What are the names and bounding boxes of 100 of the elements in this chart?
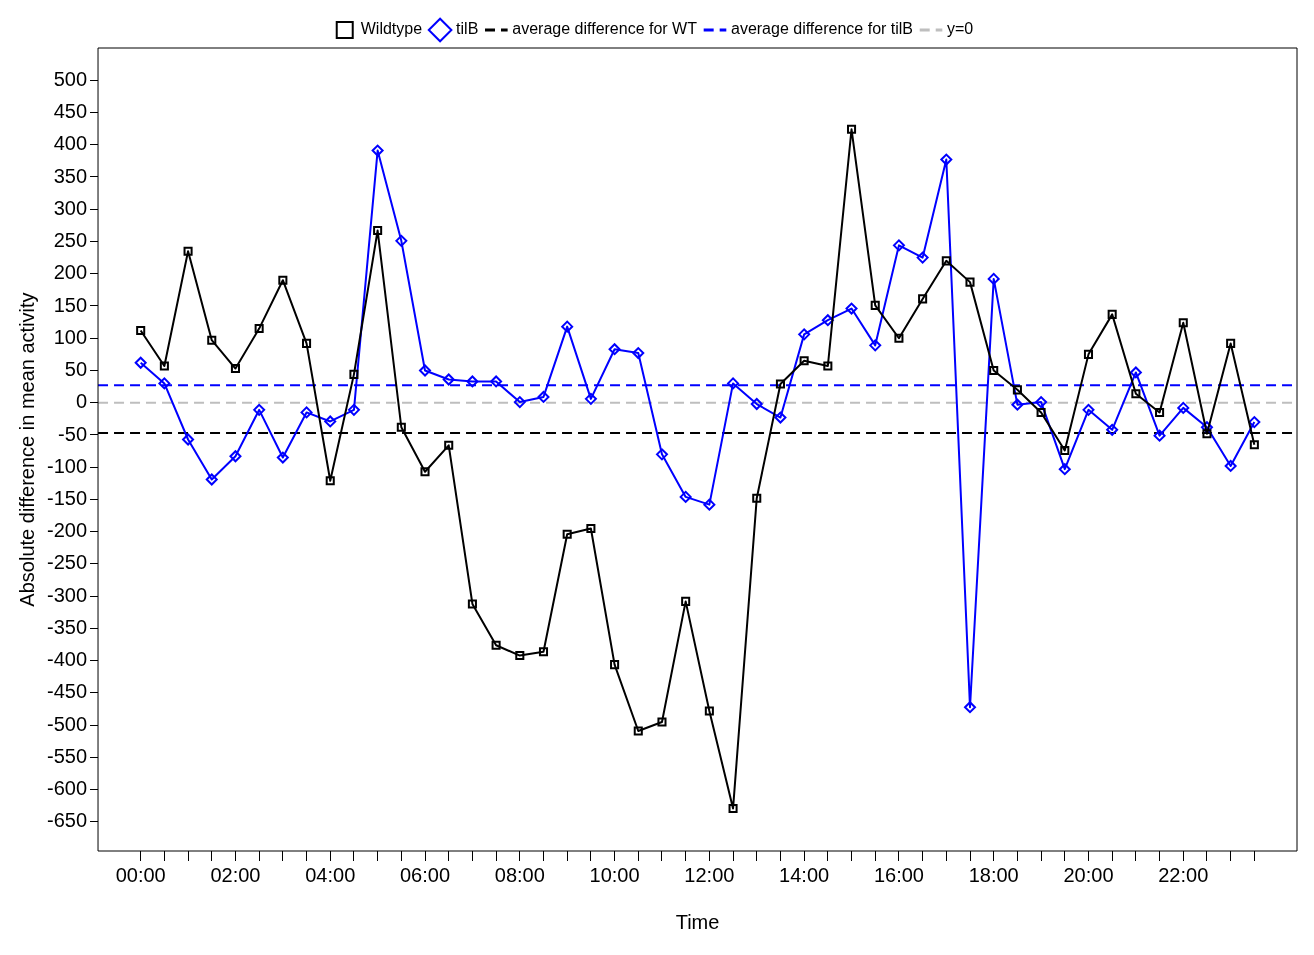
point [302, 338, 312, 348]
point [1106, 423, 1119, 436]
point [442, 373, 455, 386]
point [300, 406, 313, 419]
y-axis-title: Absolute difference in mean activity [15, 292, 38, 607]
point [1153, 429, 1166, 442]
point [681, 596, 691, 606]
point [396, 422, 406, 432]
y-tick-label: -250 [47, 551, 88, 574]
point [134, 356, 147, 369]
y-tick-label: -100 [47, 454, 88, 477]
legend-label: y=0 [947, 20, 974, 38]
x-tick-label: 20:00 [1063, 863, 1114, 886]
y-tick-label: 0 [75, 390, 88, 413]
y-tick-label: -650 [47, 809, 88, 832]
y-tick-label: -300 [47, 583, 88, 606]
x-tick-label: 16:00 [873, 863, 924, 886]
point [1248, 416, 1261, 429]
point [136, 325, 146, 336]
x-tick-label: 00:00 [115, 863, 166, 886]
point [679, 490, 692, 503]
point [230, 364, 240, 374]
point [610, 660, 620, 670]
point [941, 256, 951, 266]
point [989, 365, 999, 376]
x-axis-title: Time [675, 910, 720, 933]
x-tick-label: 22:00 [1158, 863, 1209, 886]
point [584, 392, 597, 405]
point [1202, 429, 1212, 439]
point [207, 335, 217, 345]
point [916, 251, 929, 264]
y-tick-label: -150 [47, 487, 88, 509]
legend-label: Wildtype [360, 20, 423, 38]
y-tick-label: -450 [47, 680, 88, 703]
point [490, 375, 503, 388]
point [395, 234, 408, 247]
point [704, 706, 714, 716]
point [466, 375, 479, 388]
point [1155, 407, 1165, 417]
point [774, 411, 787, 424]
point [918, 294, 928, 304]
y-tick-label: 100 [53, 325, 88, 348]
x-tick-label: 10:00 [589, 863, 640, 886]
point [420, 467, 430, 477]
point [703, 498, 716, 511]
point [1131, 389, 1141, 399]
y-tick-label: 400 [53, 132, 88, 155]
point [1249, 440, 1259, 450]
y-tick-label: 350 [53, 164, 88, 187]
point [892, 239, 905, 252]
point [608, 343, 621, 356]
y-tick-label: 250 [53, 229, 88, 252]
point [586, 523, 596, 534]
point [940, 153, 953, 166]
point [373, 225, 383, 236]
point [515, 651, 525, 661]
point [467, 599, 477, 609]
y-tick-label: 50 [64, 358, 88, 381]
point [823, 361, 833, 371]
point [727, 377, 740, 390]
point [655, 448, 668, 461]
y-tick-label: -350 [47, 616, 88, 638]
point [349, 369, 359, 379]
point [158, 377, 171, 390]
point [324, 415, 337, 428]
point [229, 450, 242, 463]
point [1129, 366, 1142, 379]
point [987, 272, 1000, 285]
point [254, 324, 264, 334]
point [799, 356, 809, 366]
point [657, 717, 667, 727]
point [444, 440, 454, 450]
point [750, 398, 763, 411]
point [276, 451, 289, 464]
point [1178, 318, 1188, 328]
point [798, 328, 811, 341]
y-tick-label: 200 [53, 261, 88, 284]
point [561, 320, 574, 333]
point [1035, 396, 1048, 409]
point [847, 124, 857, 134]
point [1012, 385, 1022, 395]
point [159, 361, 169, 371]
point [182, 433, 195, 446]
point [1224, 459, 1237, 472]
y-tick-label: -550 [47, 744, 88, 767]
point [205, 473, 218, 486]
point [633, 726, 643, 736]
point [1060, 445, 1070, 455]
point [1083, 349, 1094, 359]
y-tick-label: -400 [47, 648, 88, 671]
point [1226, 338, 1236, 348]
point [1036, 407, 1046, 417]
point [752, 493, 762, 503]
point [965, 277, 975, 287]
point [1082, 403, 1095, 416]
point [562, 529, 572, 539]
y-tick-label: -200 [47, 519, 88, 542]
y-tick-label: -600 [47, 777, 88, 800]
x-tick-label: 06:00 [399, 863, 451, 886]
legend-label: tilB [456, 20, 479, 38]
